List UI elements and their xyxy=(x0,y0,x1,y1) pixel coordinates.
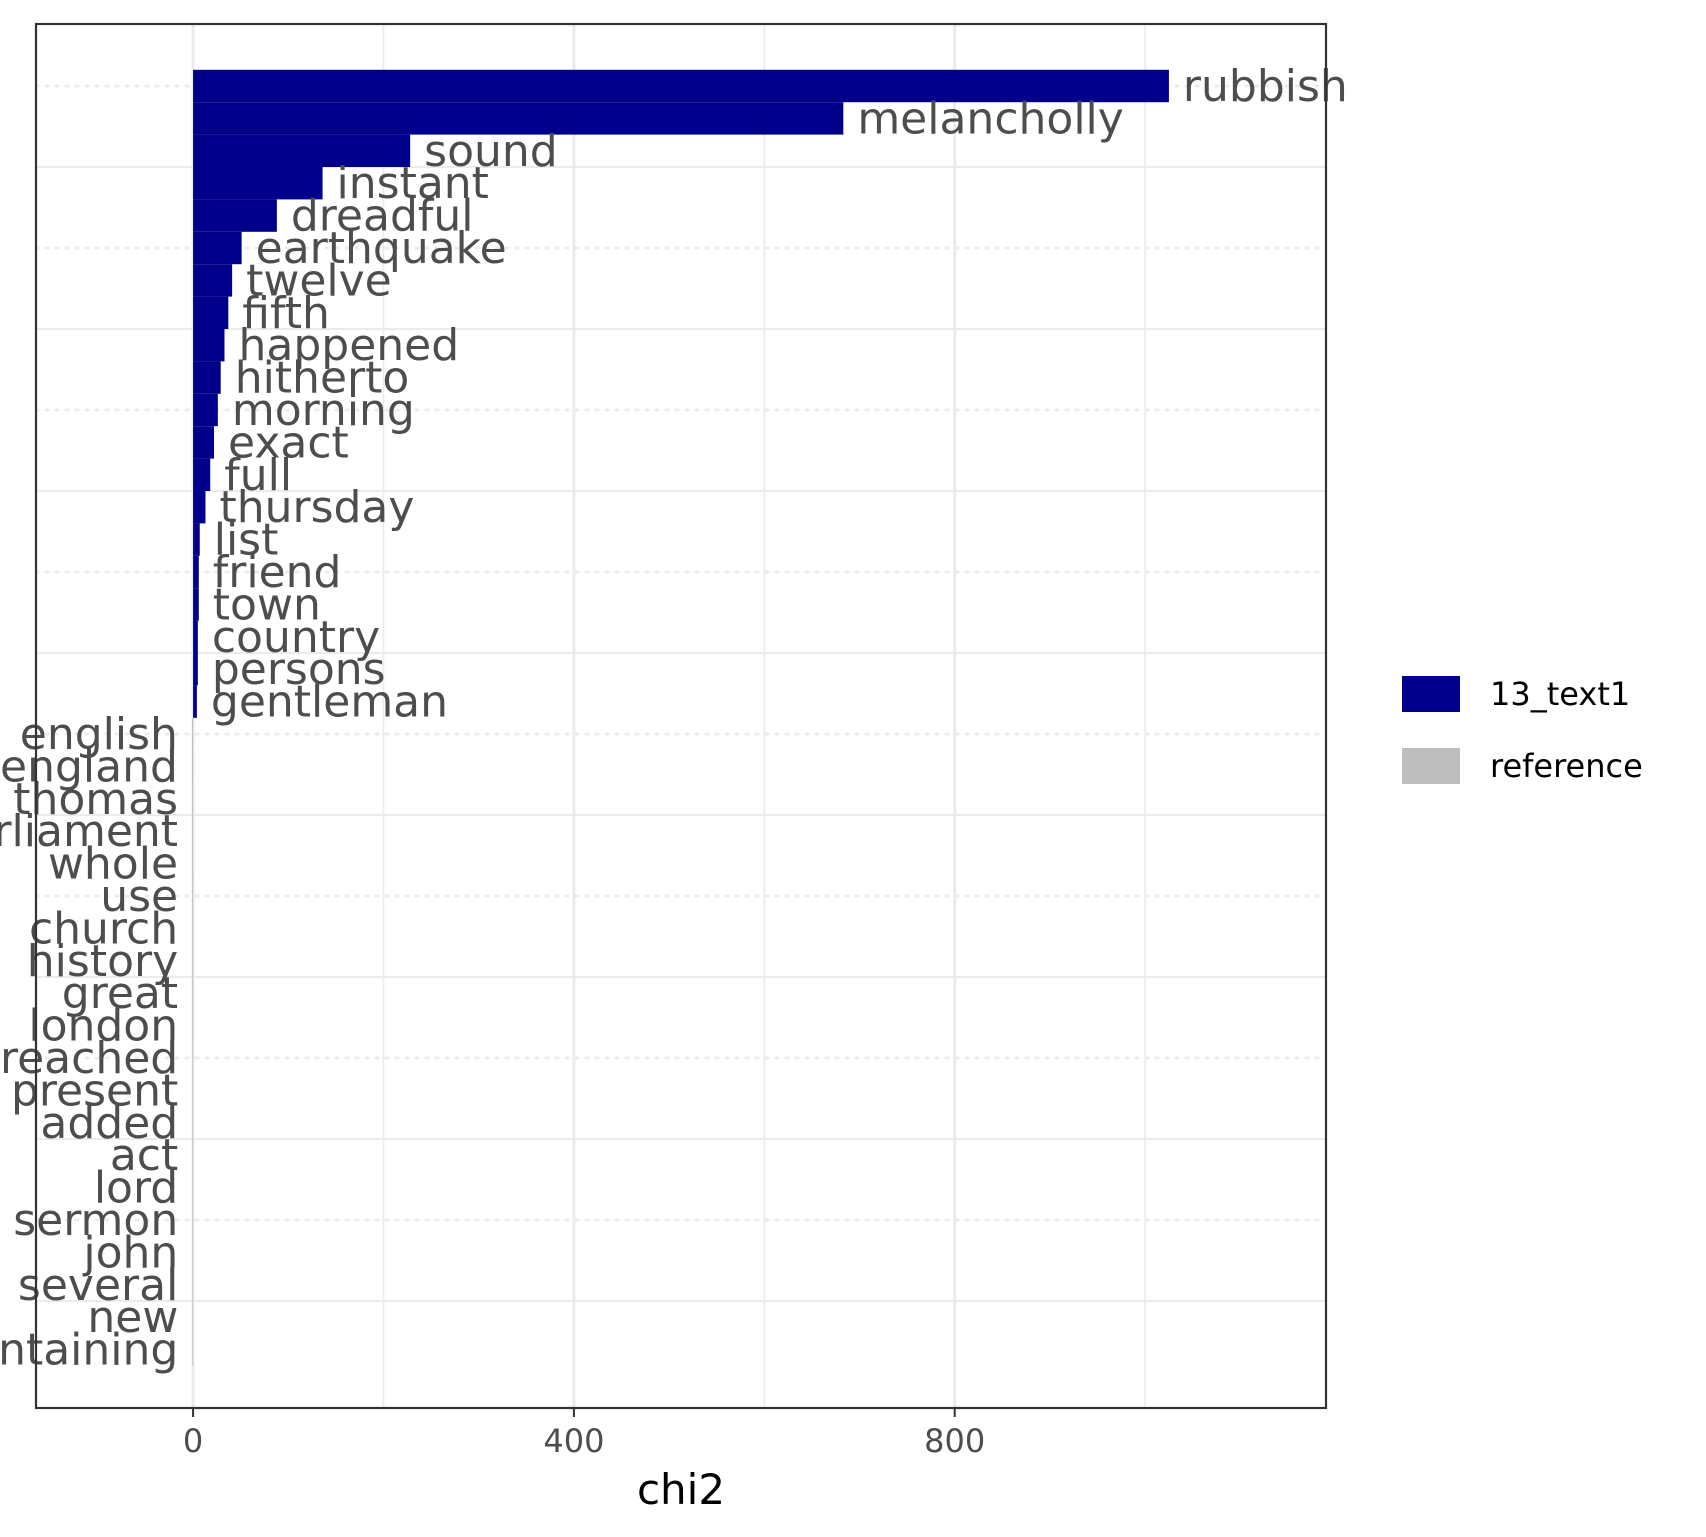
bar-exact xyxy=(193,426,215,459)
bar-label-sermon: sermon xyxy=(13,1195,178,1246)
x-tick-label: 400 xyxy=(543,1422,604,1460)
bar-label-sound: sound xyxy=(424,126,558,177)
bar-use xyxy=(192,879,194,913)
bar-label-present: present xyxy=(11,1065,178,1116)
bar-earthquake xyxy=(193,231,242,265)
bar-label-twelve: twelve xyxy=(246,255,392,306)
bar-melancholly xyxy=(193,102,844,135)
bar-england xyxy=(191,750,194,783)
bar-new xyxy=(192,1301,194,1334)
bar-label-fifth: fifth xyxy=(242,288,330,339)
bar-list xyxy=(193,523,200,556)
bar-label-rubbish: rubbish xyxy=(1183,61,1348,112)
bar-friend xyxy=(193,555,199,589)
bar-several xyxy=(192,1268,194,1301)
legend-label-reference: reference xyxy=(1490,747,1643,785)
bar-label-earthquake: earthquake xyxy=(256,223,507,274)
bar-label-parliament: parliament xyxy=(0,806,178,857)
bar-label-preached: preached xyxy=(0,1033,178,1084)
bar-happened xyxy=(193,329,225,362)
bar-label-morning: morning xyxy=(232,385,415,436)
bar-label-lord: lord xyxy=(94,1163,178,1214)
bar-label-dreadful: dreadful xyxy=(291,191,474,242)
bar-label-persons: persons xyxy=(212,644,386,695)
legend: 13_text1 reference xyxy=(1402,675,1643,785)
bar-whole xyxy=(192,847,194,880)
bar-label-full: full xyxy=(224,450,292,501)
bar-preached xyxy=(192,1041,194,1075)
bar-lord xyxy=(192,1171,194,1204)
x-tick-label: 800 xyxy=(924,1422,985,1460)
bar-label-hitherto: hitherto xyxy=(235,353,410,404)
bar-label-list: list xyxy=(214,515,279,566)
bar-town xyxy=(193,588,199,621)
bar-added xyxy=(192,1106,194,1139)
gridlines xyxy=(36,24,1326,1408)
plot-panel-border xyxy=(34,22,1328,1410)
bar-label-town: town xyxy=(213,579,321,630)
bar-church xyxy=(192,912,194,945)
bar-label-new: new xyxy=(87,1292,178,1343)
bar-great xyxy=(192,977,194,1010)
bar-fifth xyxy=(193,296,229,329)
bar-label-english: english xyxy=(20,709,178,760)
bar-twelve xyxy=(193,264,233,297)
bar-full xyxy=(193,458,211,491)
bar-dreadful xyxy=(193,199,277,232)
bar-label-gentleman: gentleman xyxy=(211,677,448,728)
bar-label-act: act xyxy=(110,1130,178,1181)
bar-hitherto xyxy=(193,361,221,394)
bar-label-country: country xyxy=(212,612,380,663)
bar-label-john: john xyxy=(82,1227,178,1278)
x-axis: 0 400 800 xyxy=(183,1408,985,1460)
bar-label-history: history xyxy=(27,936,178,987)
bar-history xyxy=(192,944,194,977)
bar-rubbish xyxy=(193,69,1169,103)
bar-english xyxy=(191,717,194,751)
bar-label-friend: friend xyxy=(213,547,342,598)
bar-label-use: use xyxy=(100,871,178,922)
bar-london xyxy=(192,1009,194,1042)
bar-label-thomas: thomas xyxy=(13,774,178,825)
bar-label-exact: exact xyxy=(228,417,349,468)
bar-label-several: several xyxy=(18,1260,178,1311)
bar-gentleman xyxy=(193,685,197,718)
legend-key-13_text1 xyxy=(1402,676,1460,712)
legend-label-13_text1: 13_text1 xyxy=(1490,675,1630,713)
bar-label-melancholly: melancholly xyxy=(857,93,1124,144)
bar-label-happened: happened xyxy=(239,320,460,371)
plot-panel-background xyxy=(36,24,1326,1408)
bar-sermon xyxy=(192,1203,194,1237)
bar-label-containing: containing xyxy=(0,1325,178,1376)
bar-sound xyxy=(193,134,411,167)
bar-present xyxy=(192,1074,194,1107)
bar-act xyxy=(192,1139,194,1172)
bar-john xyxy=(192,1236,194,1269)
bar-country xyxy=(193,620,198,653)
bar-label-great: great xyxy=(62,968,178,1019)
bar-label-instant: instant xyxy=(337,158,489,209)
legend-key-reference xyxy=(1402,748,1460,784)
x-tick-label: 0 xyxy=(183,1422,203,1460)
bars xyxy=(191,69,1169,1366)
bar-label-thursday: thursday xyxy=(219,482,414,533)
bar-thursday xyxy=(193,491,206,524)
x-axis-title: chi2 xyxy=(637,1465,725,1514)
bar-label-london: london xyxy=(28,1001,178,1052)
bar-persons xyxy=(193,653,198,686)
bar-instant xyxy=(193,167,323,200)
bar-label-whole: whole xyxy=(48,839,178,890)
bar-label-church: church xyxy=(29,903,178,954)
bar-morning xyxy=(193,393,218,427)
bar-thomas xyxy=(192,782,194,815)
bar-labels: rubbish melancholly soundinstantdreadfulea… xyxy=(0,61,1348,1376)
bar-parliament xyxy=(192,815,194,848)
bar-containing xyxy=(192,1333,194,1366)
bar-label-added: added xyxy=(40,1098,178,1149)
bar-label-england: england xyxy=(0,741,178,792)
